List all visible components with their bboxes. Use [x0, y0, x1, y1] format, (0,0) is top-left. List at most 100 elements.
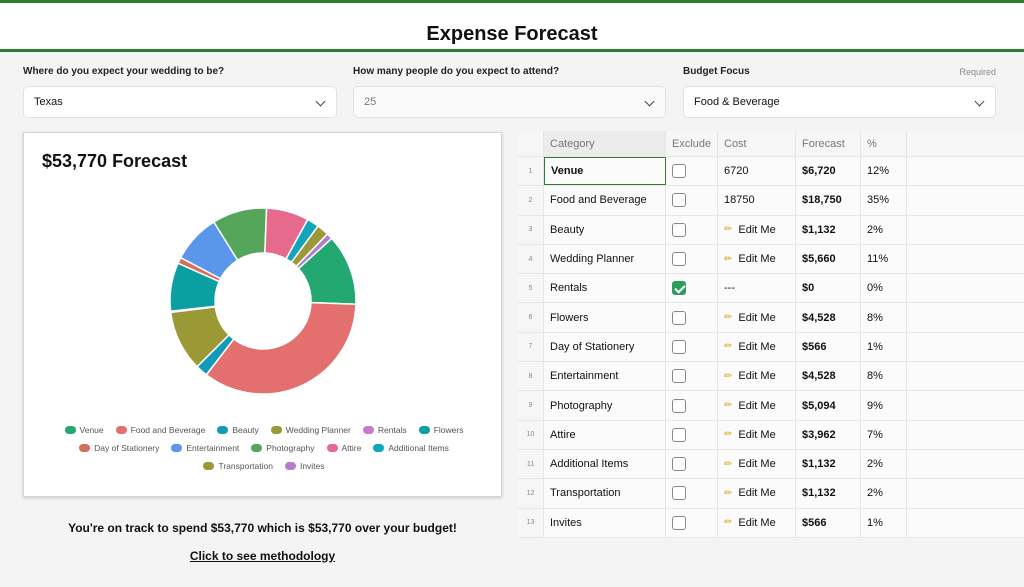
category-cell[interactable]: Photography — [544, 391, 666, 420]
legend-swatch — [284, 462, 296, 470]
cost-cell[interactable]: ✏ Edit Me — [718, 420, 796, 449]
donut-slice[interactable] — [295, 232, 333, 270]
exclude-cell — [666, 215, 718, 244]
legend-item[interactable]: Day of Stationery — [79, 443, 159, 453]
header-forecast[interactable]: Forecast — [796, 131, 861, 156]
cost-cell[interactable]: 18750 — [718, 186, 796, 215]
exclude-checkbox[interactable] — [672, 486, 686, 501]
category-cell[interactable]: Day of Stationery — [544, 332, 666, 362]
header-percent[interactable]: % — [861, 131, 907, 156]
budget-focus-select[interactable]: Food & Beverage — [683, 86, 996, 118]
cost-value: 6720 — [724, 165, 749, 178]
exclude-checkbox[interactable] — [672, 164, 686, 179]
exclude-checkbox[interactable] — [672, 310, 686, 325]
header-category[interactable]: Category — [544, 131, 666, 156]
legend-label: Beauty — [232, 425, 259, 435]
budget-summary: You're on track to spend $53,770 which i… — [68, 521, 457, 535]
donut-slice[interactable] — [205, 301, 357, 395]
legend-item[interactable]: Invites — [284, 461, 325, 471]
exclude-checkbox[interactable] — [672, 398, 686, 413]
category-cell[interactable]: Invites — [544, 508, 666, 537]
percent-cell: 9% — [861, 391, 907, 420]
cost-cell[interactable]: --- — [718, 274, 796, 303]
cost-cell[interactable]: ✏ Edit Me — [718, 449, 796, 479]
legend-item[interactable]: Food and Beverage — [115, 425, 205, 435]
exclude-checkbox[interactable] — [672, 427, 686, 442]
location-value: Texas — [34, 96, 63, 108]
cost-edit-label: Edit Me — [738, 223, 776, 236]
legend-item[interactable]: Beauty — [217, 425, 259, 435]
legend-item[interactable]: Transportation — [203, 461, 273, 471]
exclude-checkbox[interactable] — [672, 457, 686, 472]
cost-cell[interactable]: ✏ Edit Me — [718, 244, 796, 274]
exclude-checkbox[interactable] — [672, 339, 686, 354]
category-cell[interactable]: Attire — [544, 420, 666, 449]
attendance-select[interactable]: 25 — [353, 86, 666, 118]
cost-cell[interactable]: ✏ Edit Me — [718, 508, 796, 537]
cost-cell[interactable]: ✏ Edit Me — [718, 215, 796, 244]
forecast-cell: $5,094 — [796, 391, 861, 420]
percent-cell: 0% — [861, 274, 907, 303]
chevron-down-icon — [974, 96, 985, 107]
legend-item[interactable]: Wedding Planner — [270, 425, 351, 435]
cost-cell[interactable]: ✏ Edit Me — [718, 332, 796, 362]
legend-item[interactable]: Additional Items — [373, 443, 449, 453]
header-cost[interactable]: Cost — [718, 131, 796, 156]
legend-label: Invites — [299, 461, 325, 471]
cost-cell[interactable]: ✏ Edit Me — [718, 391, 796, 420]
header-exclude[interactable]: Exclude — [666, 131, 718, 156]
table-row: 3 Beauty ✏ Edit Me $1,132 2% — [518, 215, 1024, 245]
category-cell[interactable]: Rentals — [544, 274, 666, 303]
location-select[interactable]: Texas — [23, 86, 337, 118]
exclude-cell — [666, 508, 718, 537]
category-cell[interactable]: Beauty — [544, 215, 666, 244]
cost-edit-label: Edit Me — [738, 458, 776, 471]
category-cell[interactable]: Venue — [544, 157, 666, 186]
forecast-cell: $4,528 — [796, 362, 861, 391]
exclude-cell — [666, 186, 718, 215]
legend-label: Rentals — [377, 425, 407, 435]
category-cell[interactable]: Transportation — [544, 479, 666, 508]
exclude-checkbox[interactable] — [672, 369, 686, 384]
exclude-checkbox[interactable] — [672, 252, 686, 267]
exclude-checkbox[interactable] — [672, 515, 686, 530]
pencil-icon: ✏ — [724, 253, 733, 265]
legend-item[interactable]: Flowers — [418, 425, 463, 435]
legend-swatch — [115, 426, 127, 434]
category-cell[interactable]: Entertainment — [544, 362, 666, 391]
expense-table: Category Exclude Cost Forecast % 1 Venue… — [518, 131, 1024, 538]
forecast-chart-card: $53,770 Forecast Venue Food and Beverage B… — [23, 132, 502, 497]
table-row: 12 Transportation ✏ Edit Me $1,132 2% — [518, 479, 1024, 509]
category-cell[interactable]: Wedding Planner — [544, 244, 666, 274]
category-cell[interactable]: Additional Items — [544, 449, 666, 479]
legend-item[interactable]: Rentals — [362, 425, 407, 435]
pencil-icon: ✏ — [724, 400, 733, 412]
row-index: 5 — [518, 274, 544, 303]
legend-item[interactable]: Attire — [326, 443, 361, 453]
legend-item[interactable]: Photography — [251, 443, 315, 453]
category-cell[interactable]: Flowers — [544, 303, 666, 332]
row-index: 13 — [518, 508, 544, 537]
table-header-row: Category Exclude Cost Forecast % — [518, 131, 1024, 157]
exclude-checkbox[interactable] — [672, 222, 686, 237]
cost-cell[interactable]: ✏ Edit Me — [718, 362, 796, 391]
cost-edit-label: Edit Me — [738, 253, 776, 266]
exclude-checkbox[interactable] — [672, 193, 686, 208]
row-index: 3 — [518, 215, 544, 244]
exclude-checkbox[interactable] — [672, 281, 686, 296]
legend-label: Additional Items — [388, 443, 449, 453]
legend-item[interactable]: Entertainment — [171, 443, 239, 453]
percent-cell: 12% — [861, 157, 907, 186]
cost-edit-label: Edit Me — [738, 428, 776, 441]
legend-item[interactable]: Venue — [64, 425, 104, 435]
cost-cell[interactable]: 6720 — [718, 157, 796, 186]
cost-edit-label: Edit Me — [738, 370, 776, 383]
cost-cell[interactable]: ✏ Edit Me — [718, 303, 796, 332]
attendance-value: 25 — [364, 96, 377, 108]
cost-cell[interactable]: ✏ Edit Me — [718, 479, 796, 508]
category-cell[interactable]: Food and Beverage — [544, 186, 666, 215]
legend-label: Wedding Planner — [285, 425, 351, 435]
table-row: 9 Photography ✏ Edit Me $5,094 9% — [518, 391, 1024, 421]
methodology-link[interactable]: Click to see methodology — [189, 549, 336, 563]
forecast-cell: $0 — [796, 274, 861, 303]
